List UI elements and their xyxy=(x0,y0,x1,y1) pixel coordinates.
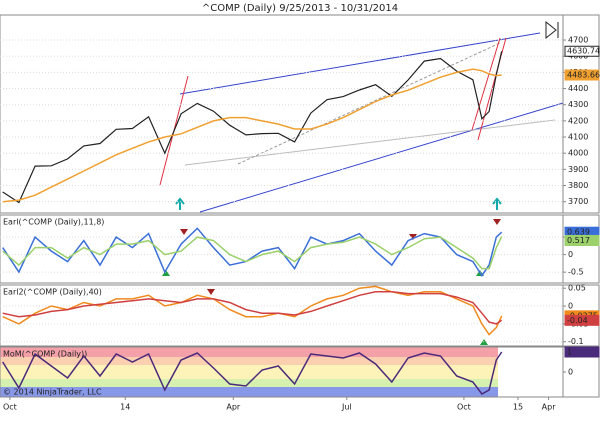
value-box xyxy=(564,69,600,81)
series-line xyxy=(2,68,502,203)
series-line xyxy=(2,236,503,270)
value-box xyxy=(564,234,600,246)
series-line xyxy=(2,351,503,395)
chart-title: ^COMP (Daily) 9/25/2013 - 10/31/2014 xyxy=(202,3,398,14)
panel-frame xyxy=(0,214,600,284)
value-box-label: 4483.66 xyxy=(567,71,600,80)
series-line xyxy=(2,227,503,277)
y-tick-label: 4200 xyxy=(568,116,588,125)
y-tick-label: 3900 xyxy=(568,165,588,174)
panel-frame xyxy=(0,14,600,214)
trendlines xyxy=(159,20,564,345)
x-tick-label: Apr xyxy=(542,403,557,412)
y-tick-label: -0.1 xyxy=(568,337,584,346)
panel-label: Earl2(^COMP (Daily),40) xyxy=(3,288,102,297)
y-tick-label: 4100 xyxy=(568,133,588,142)
x-tick-label: Oct xyxy=(457,403,471,412)
y-tick-label: 0 xyxy=(568,302,573,311)
y-tick-label: 4400 xyxy=(568,84,588,93)
panel-label: Earl(^COMP (Daily),11,8) xyxy=(3,218,104,227)
x-tick-label: 14 xyxy=(120,403,130,412)
x-tick-label: Apr xyxy=(226,403,241,412)
y-tick-label: 4300 xyxy=(568,100,588,109)
series-line xyxy=(2,51,503,204)
value-box xyxy=(564,45,600,57)
y-tick-label: 0.05 xyxy=(568,284,586,293)
y-tick-label: 4700 xyxy=(568,36,588,45)
panel-label: MoM(^COMP (Daily)) xyxy=(3,350,87,359)
y-tick-label: 3700 xyxy=(568,197,588,206)
value-box-label: 4630.74 xyxy=(567,47,600,56)
x-tick-label: 15 xyxy=(513,403,523,412)
y-tick-label: 0 xyxy=(568,250,573,259)
panel-frame xyxy=(0,346,600,398)
y-tick-label: 0 xyxy=(568,368,573,377)
value-box-label: 1 xyxy=(567,348,572,357)
y-tick-label: 3800 xyxy=(568,181,588,190)
series-line xyxy=(2,291,503,325)
x-tick-label: Oct xyxy=(3,403,17,412)
y-tick-label: -0.5 xyxy=(568,268,584,277)
value-box xyxy=(564,346,600,358)
copyright: © 2014 NinjaTrader, LLC xyxy=(3,388,102,397)
x-tick-label: Jul xyxy=(341,403,352,412)
value-box-label: -0.04 xyxy=(567,316,588,325)
y-tick-label: 4000 xyxy=(568,149,588,158)
value-box xyxy=(564,314,600,326)
value-box-label: 0.517 xyxy=(567,236,590,245)
value-box-label: 0.639 xyxy=(567,228,590,237)
